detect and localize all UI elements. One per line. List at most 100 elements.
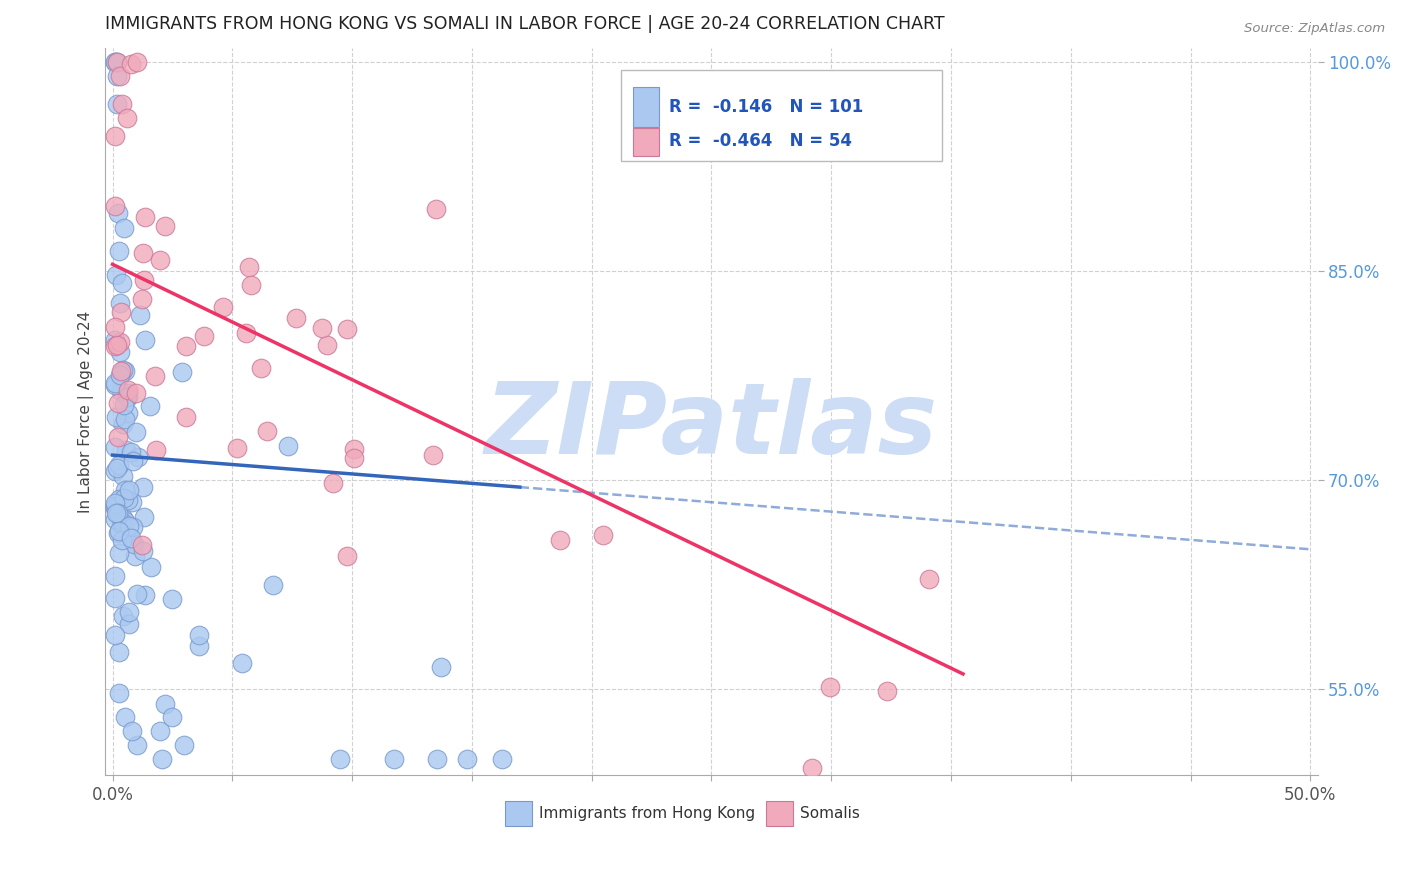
Bar (633, 128, 659, 156)
Point (107, 506, 129, 520)
Point (104, 338, 127, 352)
Point (173, 738, 195, 752)
Point (176, 410, 198, 425)
Point (105, 55, 128, 70)
Point (548, 533, 571, 547)
Text: R =  -0.464   N = 54: R = -0.464 N = 54 (669, 133, 852, 151)
Point (336, 549, 359, 563)
Point (818, 680, 841, 694)
Point (104, 378, 127, 392)
Point (104, 320, 127, 334)
Point (118, 605, 141, 619)
Point (122, 454, 145, 468)
Point (238, 260, 260, 274)
Text: Source: ZipAtlas.com: Source: ZipAtlas.com (1244, 22, 1385, 36)
Point (118, 519, 141, 533)
Point (124, 549, 146, 563)
Point (121, 495, 143, 509)
Point (132, 509, 155, 524)
Point (105, 70, 128, 84)
Point (111, 510, 134, 524)
Point (231, 656, 253, 670)
Point (104, 501, 127, 516)
Point (107, 686, 129, 700)
Point (284, 311, 307, 326)
Point (250, 360, 273, 375)
Point (129, 308, 152, 322)
Point (176, 339, 198, 353)
Point (311, 321, 333, 335)
Point (108, 296, 131, 310)
Point (145, 442, 167, 457)
Text: Somalis: Somalis (800, 805, 860, 821)
Point (108, 458, 131, 472)
Point (425, 202, 447, 216)
Point (105, 338, 128, 352)
Point (104, 129, 127, 144)
Point (422, 449, 444, 463)
Point (240, 278, 263, 293)
Point (108, 334, 131, 349)
Point (104, 199, 127, 213)
Point (153, 697, 176, 711)
Point (132, 544, 155, 558)
Point (211, 300, 233, 314)
Point (107, 492, 129, 507)
Point (118, 483, 141, 497)
Point (456, 752, 478, 766)
Text: R =  -0.146   N = 101: R = -0.146 N = 101 (669, 97, 863, 116)
Point (118, 617, 141, 632)
Point (131, 538, 153, 552)
Point (107, 430, 129, 444)
Point (162, 710, 184, 724)
Point (160, 591, 183, 606)
Point (150, 752, 173, 766)
Point (110, 533, 132, 547)
Point (125, 738, 148, 752)
Point (322, 476, 344, 491)
Point (114, 525, 136, 540)
Point (801, 761, 824, 775)
Point (112, 609, 135, 624)
Point (104, 440, 127, 454)
Point (139, 399, 162, 413)
Point (343, 450, 366, 465)
Point (114, 710, 136, 724)
Point (172, 365, 194, 379)
Point (122, 537, 145, 551)
Point (125, 55, 148, 70)
Point (125, 587, 148, 601)
Point (277, 439, 299, 453)
Point (108, 345, 131, 359)
Point (132, 246, 155, 260)
Point (131, 480, 153, 494)
Point (104, 55, 127, 70)
Point (104, 55, 127, 70)
Point (117, 385, 139, 400)
Point (134, 588, 156, 602)
Point (134, 210, 156, 224)
Point (342, 442, 364, 456)
Point (107, 546, 129, 560)
FancyBboxPatch shape (620, 70, 942, 161)
Point (107, 396, 129, 410)
Point (108, 524, 131, 538)
Point (110, 384, 132, 398)
Point (111, 97, 134, 112)
Point (108, 70, 131, 84)
Bar (633, 87, 659, 127)
Point (120, 444, 142, 458)
Text: ZIPatlas: ZIPatlas (485, 378, 938, 475)
Point (112, 491, 135, 505)
Point (132, 272, 155, 286)
Point (105, 97, 128, 112)
Point (105, 410, 128, 425)
Point (114, 442, 136, 457)
Point (108, 645, 131, 659)
Point (104, 591, 127, 605)
Point (115, 390, 138, 404)
Point (104, 334, 127, 348)
Text: IMMIGRANTS FROM HONG KONG VS SOMALI IN LABOR FORCE | AGE 20-24 CORRELATION CHART: IMMIGRANTS FROM HONG KONG VS SOMALI IN L… (105, 15, 945, 33)
Point (125, 385, 148, 400)
Point (121, 723, 143, 738)
